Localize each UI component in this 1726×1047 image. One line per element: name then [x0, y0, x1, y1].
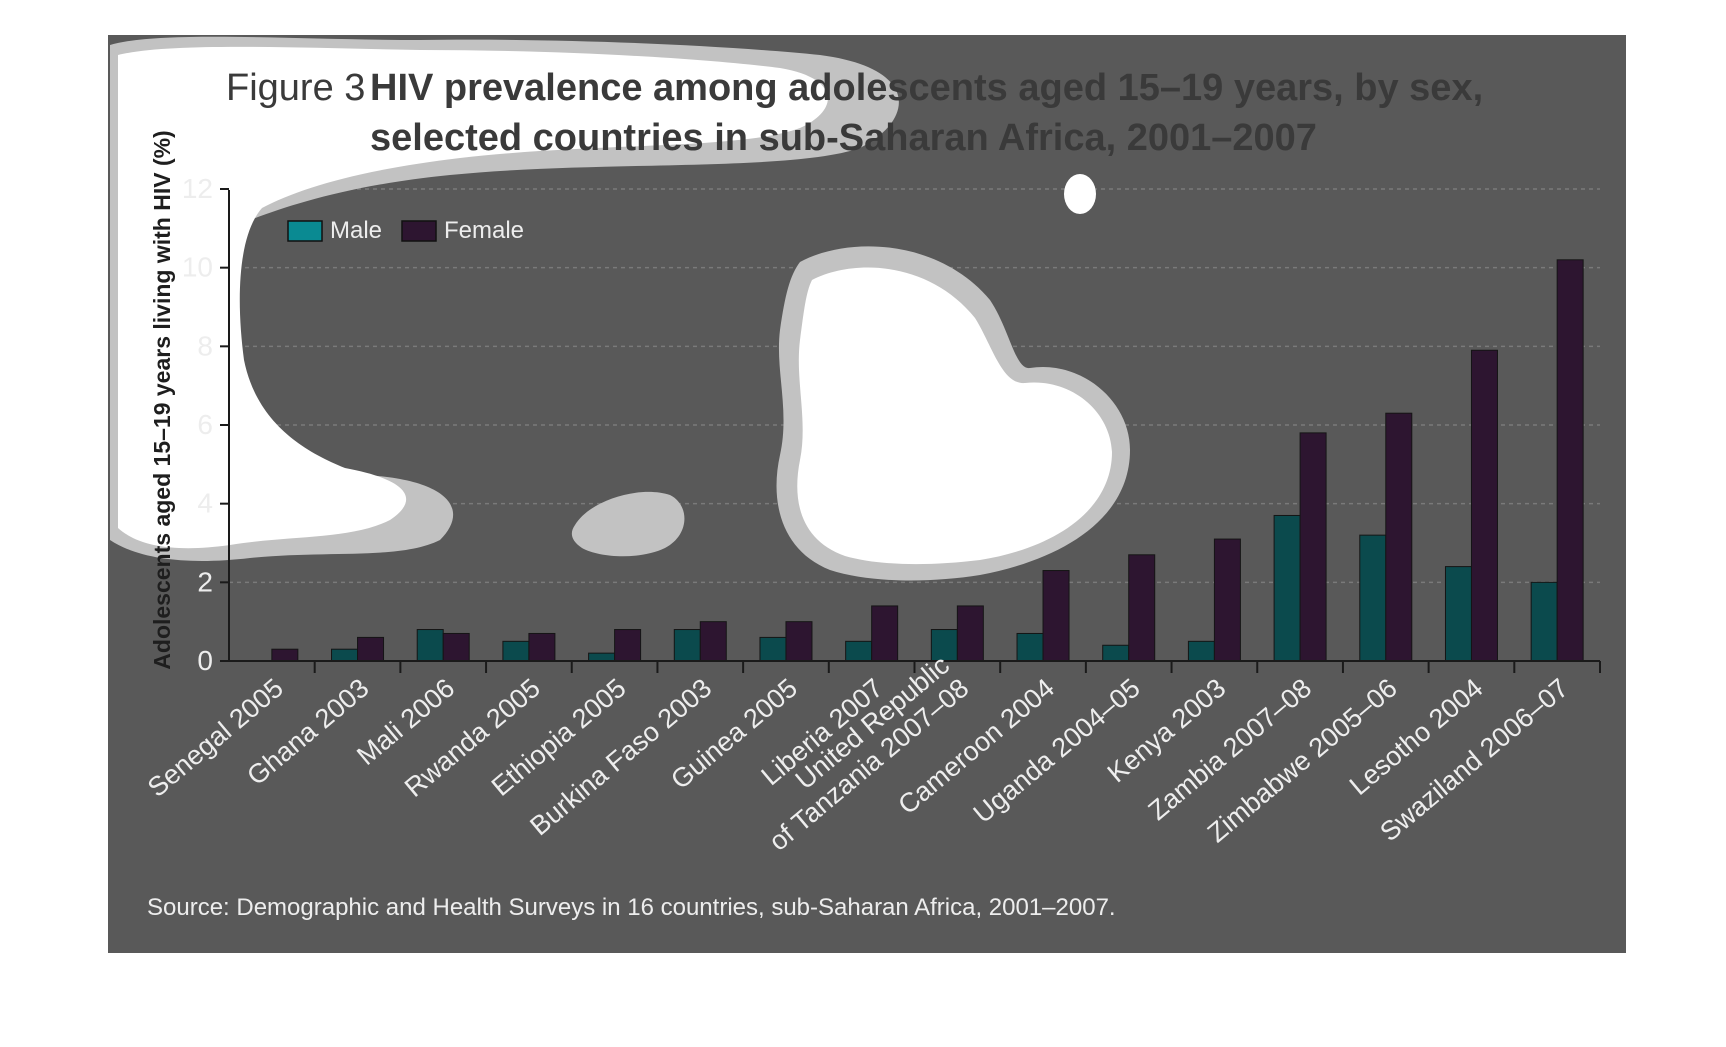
y-tick-label: 4 — [197, 488, 213, 519]
legend-label-male: Male — [330, 217, 382, 244]
bar-female — [1042, 570, 1070, 662]
bar-male — [1102, 644, 1130, 662]
y-tick-label: 8 — [197, 330, 213, 361]
blob-dot-top — [1064, 174, 1096, 214]
y-tick-label: 12 — [182, 173, 213, 204]
blob-center — [797, 267, 1112, 565]
bar-female — [614, 629, 642, 662]
y-axis-label: Adolescents aged 15–19 years living with… — [149, 130, 175, 669]
bar-male — [1444, 566, 1472, 662]
blob-small-left — [571, 491, 685, 557]
legend-label-female: Female — [444, 217, 524, 244]
source-note: Source: Demographic and Health Surveys i… — [147, 894, 1116, 921]
bar-male — [502, 640, 530, 662]
bar-female — [1385, 412, 1413, 662]
y-tick-label: 10 — [182, 252, 213, 283]
bar-male — [673, 629, 701, 662]
bar-male — [416, 629, 444, 662]
blob-topleft — [118, 46, 828, 549]
y-tick-label: 0 — [197, 645, 213, 676]
bar-male — [331, 648, 359, 662]
white-blob-overlays — [110, 36, 1130, 581]
bar-female — [528, 632, 556, 662]
title-line-1: HIV prevalence among adolescents aged 15… — [370, 67, 1483, 109]
y-tick-label: 2 — [197, 566, 213, 597]
bar-male — [759, 636, 787, 662]
legend: Male Female — [287, 217, 524, 244]
y-tick-label: 6 — [197, 409, 213, 440]
bar-female — [871, 605, 899, 662]
y-ticks: 0 2 4 6 8 10 12 — [182, 173, 229, 676]
bar-male — [1359, 534, 1387, 662]
bar-female — [1556, 259, 1584, 662]
bar-female — [956, 605, 984, 662]
figure-number: Figure 3 — [226, 67, 365, 109]
bar-male — [845, 640, 873, 662]
bar-male — [1187, 640, 1215, 662]
legend-swatch-male — [287, 220, 323, 242]
bar-male — [1273, 514, 1301, 662]
bar-female — [357, 636, 385, 662]
bar-female — [699, 621, 727, 662]
bar-female — [1213, 538, 1241, 662]
bar-male — [1530, 581, 1558, 662]
bar-female — [1299, 432, 1327, 662]
chart-title: Figure 3 HIV prevalence among adolescent… — [226, 67, 1483, 159]
bar-female — [1128, 554, 1156, 662]
bar-female — [271, 648, 299, 662]
bar-male — [1016, 632, 1044, 662]
title-line-2: selected countries in sub-Saharan Africa… — [370, 117, 1317, 159]
bar-female — [442, 632, 470, 662]
bar-male — [588, 652, 616, 662]
bar-female — [785, 621, 813, 662]
legend-swatch-female — [401, 220, 437, 242]
bar-female — [1470, 349, 1498, 662]
